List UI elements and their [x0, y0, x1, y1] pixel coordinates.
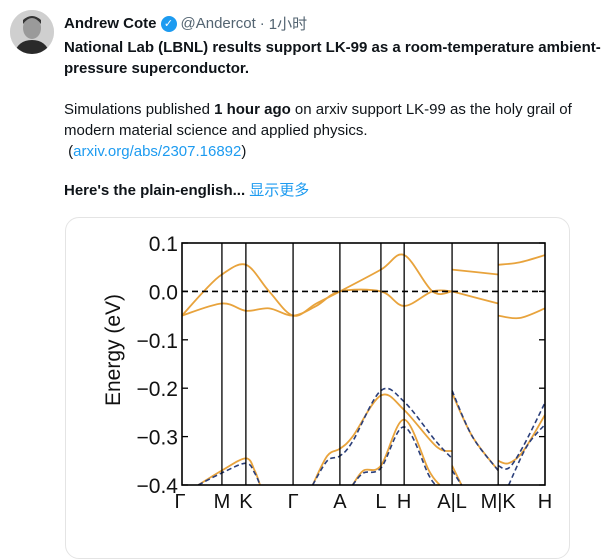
band-line-solid [451, 465, 463, 485]
x-tick-label: Γ [288, 491, 299, 513]
paren: ) [241, 143, 247, 160]
text: Simulations published [64, 101, 215, 118]
band-line-solid [498, 254, 545, 266]
timestamp[interactable]: 1小时 [268, 16, 308, 33]
text: on arxiv support LK-99 as the holy grail… [64, 101, 572, 139]
y-axis-label: Energy (eV) [102, 294, 125, 406]
x-tick-label: A|L [437, 491, 467, 513]
x-tick-label: M [214, 491, 231, 513]
x-tick-label: H [397, 491, 411, 513]
band-line-solid [497, 414, 545, 465]
separator: · [259, 15, 265, 32]
y-tick-label: −0.2 [137, 378, 178, 401]
verified-badge-icon: ✓ [160, 15, 177, 32]
band-line-dashed [351, 426, 437, 485]
x-tick-label: H [538, 491, 552, 513]
tweet-body: National Lab (LBNL) results support LK-9… [64, 37, 604, 201]
x-tick-label: A [333, 491, 347, 513]
author-handle[interactable]: @Andercot [180, 15, 256, 32]
band-line-dashed [311, 387, 453, 485]
band-line-solid [351, 418, 441, 485]
band-line-solid [498, 307, 545, 320]
author-name[interactable]: Andrew Cote [64, 15, 157, 32]
paren: ( [68, 143, 74, 160]
x-tick-label: M|K [481, 491, 517, 513]
tweet-paragraph: Simulations published 1 hour ago on arxi… [64, 99, 604, 162]
band-line-solid [451, 392, 499, 472]
y-tick-label: 0.1 [149, 233, 178, 256]
y-tick-label: −0.1 [137, 330, 178, 353]
y-tick-label: −0.3 [137, 427, 178, 450]
band-structure-chart: Γ M K Γ A L H A|L M|K H0.10.0−0.1−0.2−0.3−0.4Ener… [102, 233, 552, 513]
band-line-solid [182, 288, 453, 317]
y-tick-label: −0.4 [137, 475, 179, 498]
tweet-title: National Lab (LBNL) results support LK-9… [64, 39, 601, 77]
bold-text: 1 hour ago [214, 101, 291, 118]
x-tick-label: K [239, 491, 253, 513]
plot-frame [181, 242, 546, 486]
x-tick-label: L [375, 491, 386, 513]
band-line-solid [451, 290, 499, 305]
band-line-dashed [507, 423, 545, 485]
band-line-dashed [451, 390, 499, 471]
teaser-text: Here's the plain-english... [64, 182, 246, 199]
show-more-link[interactable]: 显示更多 [249, 182, 310, 199]
band-line-solid [311, 393, 453, 485]
band-line-dashed [497, 402, 545, 470]
y-tick-label: 0.0 [149, 281, 178, 304]
avatar[interactable] [10, 10, 54, 54]
arxiv-link[interactable]: arxiv.org/abs/2307.16892 [73, 143, 242, 160]
band-line-solid [451, 268, 499, 276]
avatar-portrait-icon [10, 10, 54, 54]
x-tick-label: Γ [174, 491, 185, 513]
tweet-header: Andrew Cote ✓ @Andercot · 1小时 [64, 13, 307, 34]
